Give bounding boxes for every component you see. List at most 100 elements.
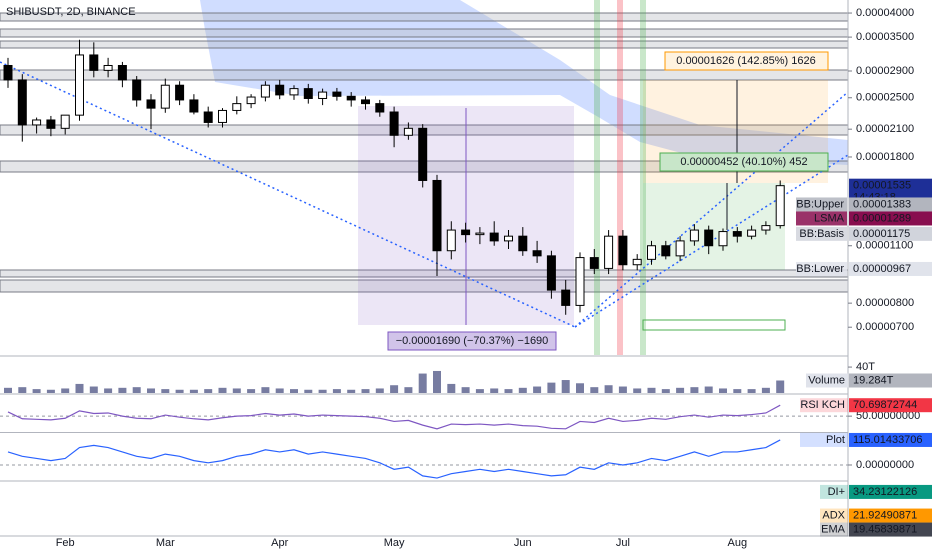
annotation-box: [659, 152, 829, 172]
candle-body: [718, 231, 728, 247]
candle-body: [3, 64, 13, 81]
volume-bar: [475, 389, 484, 393]
candle-body: [761, 225, 771, 231]
candle-body: [432, 179, 442, 252]
candle-body: [475, 232, 485, 236]
y-tick-label: 0.00003500: [856, 31, 914, 43]
candle-body: [132, 79, 142, 101]
price-chip-value: 0.00000967: [853, 263, 911, 275]
volume-bar: [661, 389, 670, 393]
candle-body: [604, 235, 614, 269]
volume-bar: [490, 388, 499, 393]
candle-body: [160, 84, 170, 109]
name-chip-label: EMA: [821, 523, 846, 535]
candle-body: [632, 258, 642, 266]
candle-body: [732, 231, 742, 237]
name-chip-label: BB:Upper: [796, 198, 844, 210]
volume-bar: [704, 386, 713, 393]
volume-bar: [332, 389, 341, 393]
volume-bar: [361, 389, 370, 393]
value-chip: [849, 522, 932, 537]
name-chip: [796, 211, 847, 226]
price-chip-value: 0.00001289: [853, 212, 911, 224]
volume-bar: [518, 387, 527, 393]
volume-bar: [232, 388, 241, 393]
volume-bar: [218, 387, 227, 393]
candle-body: [175, 84, 185, 101]
name-chip-label: ADX: [822, 509, 845, 521]
volume-bar: [433, 370, 441, 393]
volume-bar: [46, 389, 55, 393]
value-chip-label: 19.284T: [853, 374, 894, 386]
volume-bar: [547, 382, 556, 393]
candle-body: [275, 84, 285, 96]
axis-labels: 0.0000153514:43:180.00001383BB:Upper0.00…: [796, 178, 932, 537]
candle-body: [332, 91, 342, 97]
x-tick-label: Mar: [156, 537, 175, 549]
volume-bar: [690, 387, 699, 393]
candle-body: [189, 99, 199, 113]
name-chip: [800, 398, 848, 413]
candle-body: [675, 240, 685, 257]
value-chip-label: 115.01433706: [853, 434, 923, 446]
volume-bar: [61, 388, 70, 393]
volume-bar: [175, 389, 184, 393]
volume-bar: [75, 383, 84, 393]
indicator-line: [7, 404, 781, 430]
price-chip-value: 0.00001175: [853, 228, 910, 240]
price-chip: [849, 226, 932, 241]
candle-body: [117, 64, 127, 81]
name-chip: [820, 484, 848, 499]
volume-bar: [504, 389, 513, 393]
x-tick-label: Jun: [514, 537, 532, 549]
y-tick-label: 0.00002100: [856, 123, 914, 135]
range-box: [642, 319, 786, 331]
candle-body: [775, 185, 785, 227]
candle-body: [647, 245, 656, 260]
volume-bar: [347, 389, 356, 393]
signal-band: [640, 0, 646, 355]
candle-body: [546, 255, 556, 291]
value-chip: [849, 398, 932, 413]
candle-body: [32, 119, 42, 126]
name-chip-label: RSI KCH: [800, 399, 845, 411]
x-tick-label: Aug: [728, 537, 748, 549]
signal-band: [617, 0, 623, 355]
name-chip: [796, 261, 847, 276]
y-tick-label: 0.00002500: [856, 92, 914, 104]
volume-bar: [447, 383, 456, 393]
y-tick-label: 40T: [856, 361, 875, 373]
y-tick-label: 50.00000000: [856, 410, 920, 422]
name-chip-label: BB:Basis: [799, 228, 844, 240]
name-chip-label: DI+: [828, 486, 845, 498]
candle-body: [532, 250, 542, 257]
volume-bar: [733, 389, 742, 393]
candle-body: [46, 119, 56, 129]
volume-bar: [18, 387, 27, 393]
candle-body: [689, 229, 699, 242]
price-chip: [849, 261, 932, 276]
candle-body: [418, 127, 428, 181]
candle-body: [289, 88, 299, 96]
candle-body: [461, 229, 471, 236]
volume-bar: [147, 388, 155, 393]
volume-bar: [89, 386, 98, 393]
trend-line: [574, 91, 849, 328]
volume-bar: [647, 387, 656, 393]
y-tick-label: 0.00004000: [856, 7, 914, 19]
volume-bar: [404, 387, 413, 393]
name-chip: [800, 432, 848, 447]
candle-body: [17, 79, 27, 126]
candle-body: [589, 257, 599, 269]
y-tick-label: 0.00000800: [856, 297, 914, 309]
candle-body: [303, 88, 313, 99]
candle-body: [75, 54, 84, 116]
name-chip: [796, 197, 847, 212]
name-chip: [820, 508, 848, 523]
volume-bar: [676, 387, 685, 393]
x-tick-label: Jul: [616, 537, 630, 549]
candle-body: [518, 235, 528, 252]
chart-title: SHIBUSDT, 2D, BINANCE: [6, 6, 136, 18]
volume-bar: [118, 387, 127, 393]
